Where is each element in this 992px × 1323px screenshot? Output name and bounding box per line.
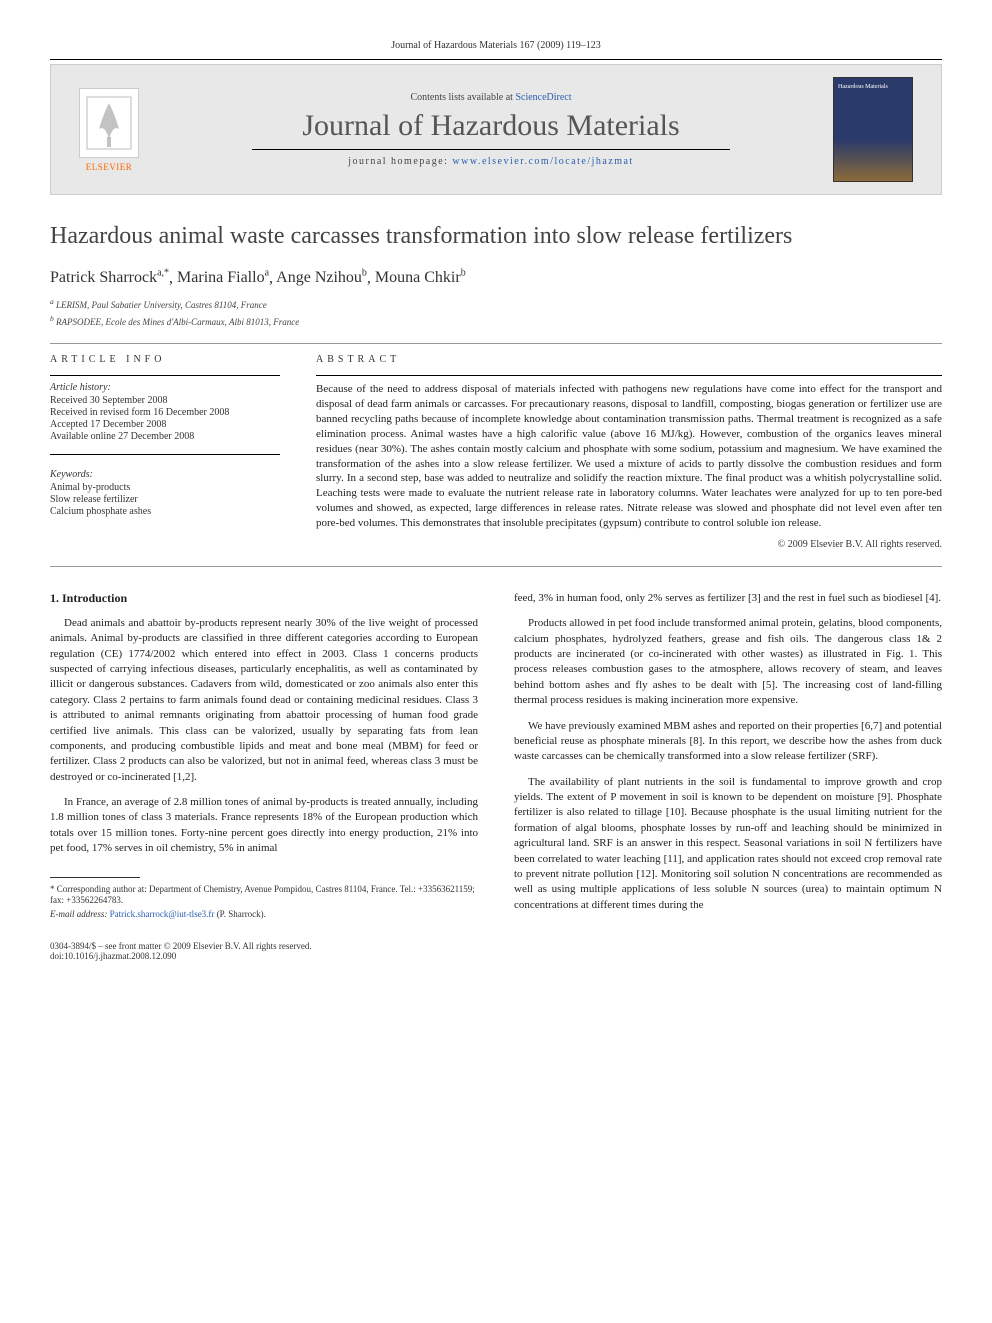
elsevier-tree-icon xyxy=(79,88,139,158)
cover-thumbnail-block: Hazardous Materials xyxy=(833,77,923,182)
homepage-link[interactable]: www.elsevier.com/locate/jhazmat xyxy=(452,156,633,167)
abstract-heading: ABSTRACT xyxy=(316,354,942,365)
affiliation: a LERISM, Paul Sabatier University, Cast… xyxy=(50,297,942,310)
issn-line: 0304-3894/$ – see front matter © 2009 El… xyxy=(50,941,478,951)
affiliation: b RAPSODEE, Ecole des Mines d'Albi-Carma… xyxy=(50,314,942,327)
body-paragraph: Dead animals and abattoir by-products re… xyxy=(50,616,478,785)
header-rule-top xyxy=(50,59,942,60)
body-paragraph: We have previously examined MBM ashes an… xyxy=(514,719,942,765)
abstract-copyright: © 2009 Elsevier B.V. All rights reserved… xyxy=(316,539,942,550)
sciencedirect-link[interactable]: ScienceDirect xyxy=(515,92,571,103)
homepage-prefix: journal homepage: xyxy=(348,156,452,167)
keyword: Animal by-products xyxy=(50,482,280,493)
article-info-rule xyxy=(50,375,280,376)
email-label: E-mail address: xyxy=(50,909,107,919)
abstract-column: ABSTRACT Because of the need to address … xyxy=(316,354,942,549)
article-title: Hazardous animal waste carcasses transfo… xyxy=(50,223,942,250)
body-left-column: 1. Introduction Dead animals and abattoi… xyxy=(50,591,478,961)
history-accepted: Accepted 17 December 2008 xyxy=(50,419,280,430)
keyword: Slow release fertilizer xyxy=(50,494,280,505)
author: Marina Fialloa xyxy=(177,269,269,286)
publisher-label: ELSEVIER xyxy=(86,162,133,172)
article-info-heading: ARTICLE INFO xyxy=(50,354,280,365)
abstract-rule xyxy=(316,375,942,376)
body-paragraph: The availability of plant nutrients in t… xyxy=(514,775,942,914)
body-paragraph: feed, 3% in human food, only 2% serves a… xyxy=(514,591,942,606)
author: Ange Nzihoub xyxy=(276,269,367,286)
author: Mouna Chkirb xyxy=(375,269,466,286)
journal-name: Journal of Hazardous Materials xyxy=(149,109,833,143)
journal-homepage-line: journal homepage: www.elsevier.com/locat… xyxy=(149,156,833,167)
doi-line: doi:10.1016/j.jhazmat.2008.12.090 xyxy=(50,951,478,961)
email-link[interactable]: Patrick.sharrock@iut-tlse3.fr xyxy=(110,909,215,919)
journal-cover-icon: Hazardous Materials xyxy=(833,77,913,182)
history-received: Received 30 September 2008 xyxy=(50,395,280,406)
author-list: Patrick Sharrocka,*, Marina Fialloa, Ang… xyxy=(50,268,942,287)
abstract-text: Because of the need to address disposal … xyxy=(316,382,942,530)
body-paragraph: Products allowed in pet food include tra… xyxy=(514,616,942,708)
contents-prefix: Contents lists available at xyxy=(410,92,515,103)
footer-block: 0304-3894/$ – see front matter © 2009 El… xyxy=(50,941,478,961)
article-info-column: ARTICLE INFO Article history: Received 3… xyxy=(50,354,280,549)
body-paragraph: In France, an average of 2.8 million ton… xyxy=(50,795,478,857)
keywords-label: Keywords: xyxy=(50,469,280,480)
article-info-abstract-row: ARTICLE INFO Article history: Received 3… xyxy=(50,354,942,549)
info-divider-top xyxy=(50,343,942,344)
email-author-paren: (P. Sharrock). xyxy=(217,909,266,919)
journal-reference: Journal of Hazardous Materials 167 (2009… xyxy=(50,40,942,51)
info-divider-bottom xyxy=(50,566,942,567)
author: Patrick Sharrocka,* xyxy=(50,269,169,286)
keyword: Calcium phosphate ashes xyxy=(50,506,280,517)
banner-inner-rule xyxy=(252,149,731,150)
journal-banner: ELSEVIER Contents lists available at Sci… xyxy=(50,64,942,195)
corresponding-author-footnote: * Corresponding author at: Department of… xyxy=(50,884,478,907)
intro-heading: 1. Introduction xyxy=(50,591,478,606)
body-right-column: feed, 3% in human food, only 2% serves a… xyxy=(514,591,942,961)
publisher-block: ELSEVIER xyxy=(69,88,149,172)
history-online: Available online 27 December 2008 xyxy=(50,431,280,442)
history-label: Article history: xyxy=(50,382,280,393)
email-footnote: E-mail address: Patrick.sharrock@iut-tls… xyxy=(50,909,478,921)
body-two-column: 1. Introduction Dead animals and abattoi… xyxy=(50,591,942,961)
contents-available-line: Contents lists available at ScienceDirec… xyxy=(149,92,833,103)
footnote-divider xyxy=(50,877,140,878)
keywords-rule xyxy=(50,454,280,455)
history-revised: Received in revised form 16 December 200… xyxy=(50,407,280,418)
cover-title-text: Hazardous Materials xyxy=(834,78,912,96)
